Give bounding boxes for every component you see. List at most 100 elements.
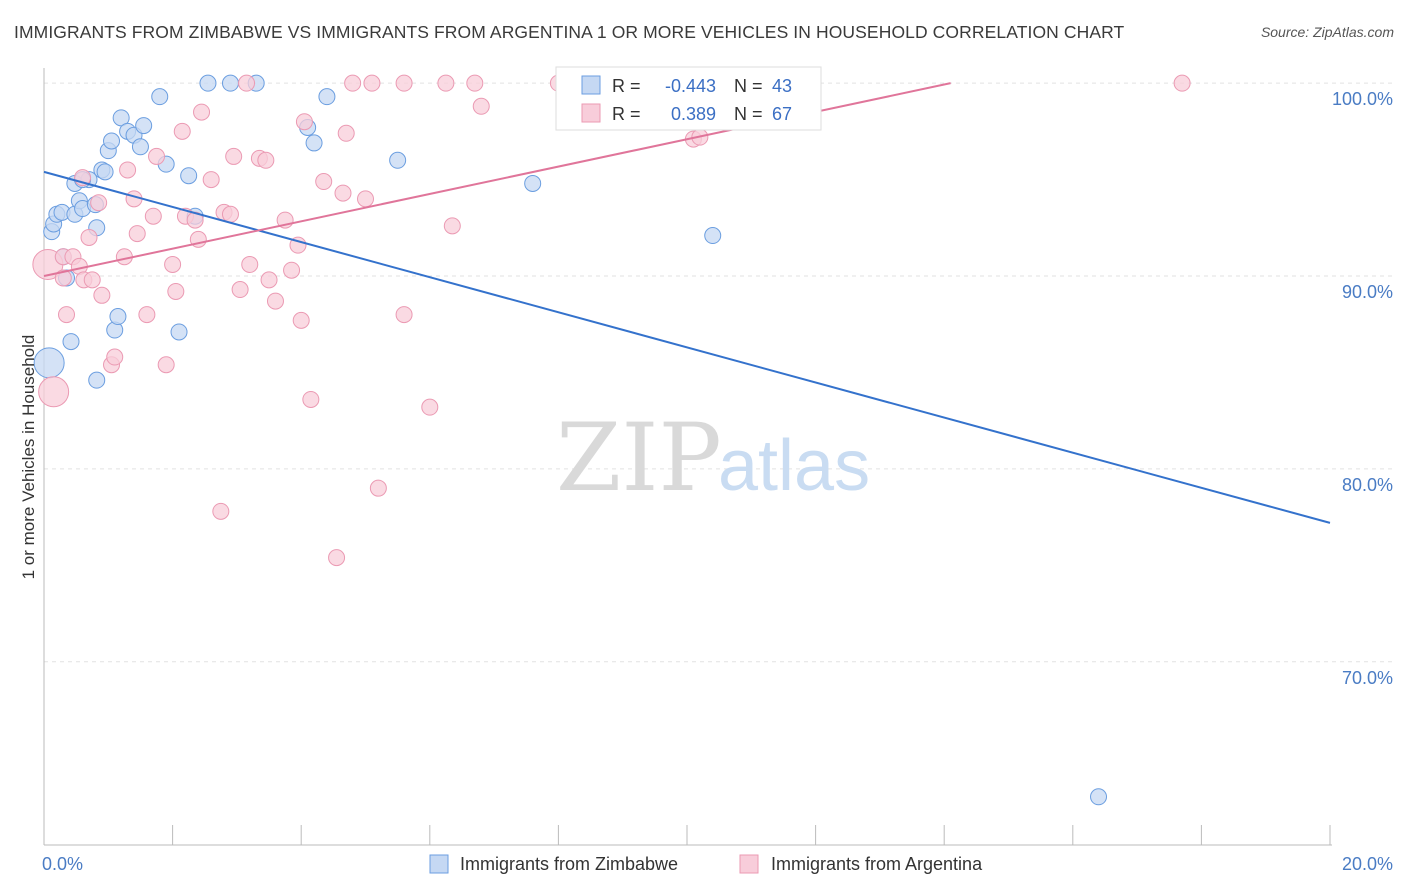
point-argentina-41 [266, 292, 284, 310]
y-axis-label: 1 or more Vehicles in Household [19, 335, 38, 580]
series-legend: Immigrants from Zimbabwe Immigrants from… [429, 854, 983, 874]
chart-title: IMMIGRANTS FROM ZIMBABWE VS IMMIGRANTS F… [14, 22, 1125, 42]
point-argentina-47 [302, 390, 320, 408]
point-zimbabwe-24 [131, 138, 149, 156]
point-argentina-35 [231, 281, 249, 299]
point-argentina-52 [344, 74, 362, 92]
point-argentina-9 [80, 228, 98, 246]
legend-label-argentina: Immigrants from Argentina [771, 854, 983, 874]
point-argentina-29 [193, 103, 211, 121]
point-argentina-55 [369, 479, 387, 497]
point-zimbabwe-39 [704, 227, 722, 245]
stats-r-value-zimbabwe: -0.443 [665, 76, 716, 96]
axes [43, 68, 1332, 846]
point-argentina-14 [106, 348, 124, 366]
y-tick-label-0: 100.0% [1332, 89, 1393, 109]
point-argentina-50 [334, 184, 352, 202]
point-argentina-51 [337, 124, 355, 142]
point-zimbabwe-29 [180, 167, 198, 185]
watermark-atlas: atlas [718, 426, 870, 506]
stats-r-label-argentina: R = [612, 104, 641, 124]
point-zimbabwe-25 [135, 117, 153, 135]
point-argentina-3 [54, 269, 72, 287]
source-credit: Source: ZipAtlas.com [1260, 24, 1394, 40]
y-tick-label-1: 90.0% [1342, 282, 1393, 302]
point-argentina-37 [241, 255, 259, 273]
x-tick-label-min: 0.0% [42, 854, 83, 874]
point-argentina-10 [83, 271, 101, 289]
point-argentina-36 [238, 74, 256, 92]
point-argentina-11 [90, 194, 108, 212]
point-argentina-48 [315, 173, 333, 191]
point-zimbabwe-26 [151, 88, 169, 106]
point-argentina-66 [1173, 74, 1191, 92]
point-argentina-4 [58, 306, 76, 324]
point-argentina-59 [437, 74, 455, 92]
stats-n-value-zimbabwe: 43 [772, 76, 792, 96]
point-zimbabwe-16 [96, 163, 114, 181]
point-zimbabwe-18 [103, 132, 121, 150]
y-tick-labels: 100.0% 90.0% 80.0% 70.0% [1332, 89, 1393, 688]
stats-swatch-argentina [581, 103, 601, 123]
point-zimbabwe-20 [109, 308, 127, 326]
watermark-zip: ZIP [556, 404, 722, 513]
point-zimbabwe-40 [1090, 788, 1108, 806]
legend-swatch-argentina [739, 854, 759, 874]
stats-n-label-zimbabwe: N = [734, 76, 763, 96]
point-zimbabwe-38 [524, 174, 542, 192]
x-tick-labels: 0.0% 20.0% [42, 854, 1393, 874]
stats-r-value-argentina: 0.389 [671, 104, 716, 124]
legend-swatch-zimbabwe [429, 854, 449, 874]
point-argentina-61 [466, 74, 484, 92]
point-argentina-53 [357, 190, 374, 208]
point-argentina-23 [164, 255, 182, 273]
point-argentina-45 [292, 311, 310, 329]
point-argentina-62 [472, 97, 490, 115]
point-argentina-43 [283, 261, 301, 279]
point-argentina-39 [257, 151, 275, 169]
series-argentina-points [32, 74, 1191, 567]
point-zimbabwe-36 [318, 88, 336, 106]
point-argentina-44 [289, 236, 307, 254]
point-argentina-40 [260, 271, 278, 289]
x-tick-label-max: 20.0% [1342, 854, 1393, 874]
point-zimbabwe-31 [199, 74, 217, 92]
stats-swatch-zimbabwe [581, 75, 601, 95]
point-zimbabwe-32 [221, 74, 239, 92]
point-argentina-46 [295, 113, 313, 131]
point-argentina-19 [138, 306, 156, 324]
point-argentina-33 [221, 205, 239, 223]
stats-n-value-argentina: 67 [772, 104, 792, 124]
point-zimbabwe-35 [305, 134, 323, 152]
point-zimbabwe-28 [170, 323, 188, 341]
point-argentina-54 [363, 74, 381, 92]
point-zimbabwe-41 [88, 371, 106, 389]
point-argentina-34 [225, 147, 243, 165]
point-argentina-18 [128, 225, 146, 243]
point-argentina-20 [144, 207, 162, 225]
point-zimbabwe-37 [389, 151, 407, 169]
point-argentina-1 [38, 376, 70, 408]
watermark: ZIP atlas [556, 404, 870, 513]
point-argentina-58 [421, 398, 439, 416]
point-argentina-24 [167, 282, 185, 300]
point-argentina-21 [148, 147, 166, 165]
point-argentina-16 [119, 161, 137, 179]
point-argentina-22 [157, 356, 175, 374]
point-argentina-57 [395, 74, 413, 92]
gridlines [44, 82, 1392, 663]
y-tick-label-3: 70.0% [1342, 668, 1393, 688]
point-argentina-12 [93, 286, 111, 304]
y-tick-label-2: 80.0% [1342, 475, 1393, 495]
stats-legend: R = -0.443 N = 43 R = 0.389 N = 67 [555, 66, 822, 131]
stats-n-label-argentina: N = [734, 104, 763, 124]
point-argentina-60 [443, 217, 461, 235]
point-argentina-31 [212, 502, 230, 520]
point-argentina-49 [328, 549, 346, 567]
stats-r-label-zimbabwe: R = [612, 76, 641, 96]
point-zimbabwe-0 [33, 347, 65, 379]
point-argentina-30 [202, 171, 220, 189]
point-argentina-25 [173, 122, 191, 140]
point-zimbabwe-7 [62, 333, 80, 351]
